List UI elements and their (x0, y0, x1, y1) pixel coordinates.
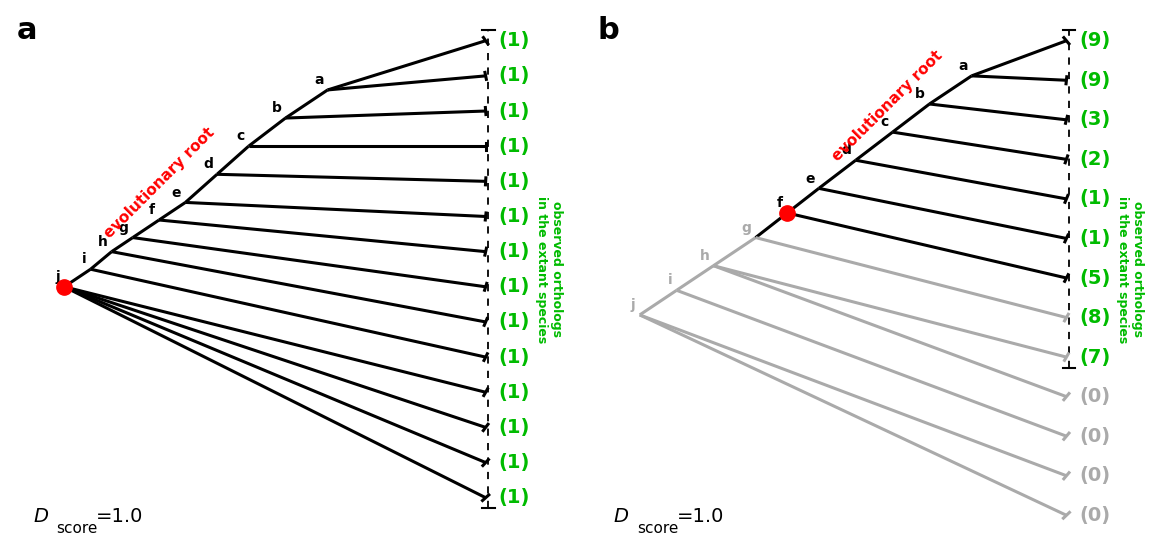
Text: (9): (9) (1079, 31, 1111, 50)
Text: (1): (1) (499, 312, 530, 331)
Text: evolutionary root: evolutionary root (101, 125, 218, 241)
Text: (1): (1) (499, 383, 530, 402)
Text: (1): (1) (1079, 229, 1111, 248)
Text: score: score (57, 521, 97, 536)
Text: (8): (8) (1079, 308, 1111, 327)
Text: (0): (0) (1079, 426, 1111, 446)
Text: i: i (82, 252, 87, 266)
Text: $D$: $D$ (32, 507, 49, 527)
Text: observed orthologs
in the extant species: observed orthologs in the extant species (1115, 196, 1143, 343)
Text: j: j (631, 298, 635, 312)
Text: b: b (272, 101, 281, 115)
Text: $D$: $D$ (613, 507, 629, 527)
Text: observed orthologs
in the extant species: observed orthologs in the extant species (535, 196, 562, 343)
Text: (1): (1) (499, 242, 530, 261)
Text: f: f (149, 203, 155, 217)
Text: j: j (56, 270, 60, 284)
Text: (1): (1) (499, 277, 530, 296)
Text: (1): (1) (499, 348, 530, 366)
Text: g: g (742, 221, 751, 235)
Text: d: d (202, 157, 213, 171)
Text: a: a (17, 16, 37, 45)
Text: (0): (0) (1079, 387, 1111, 406)
Text: b: b (915, 87, 926, 101)
Text: (3): (3) (1079, 110, 1111, 130)
Text: (1): (1) (499, 102, 530, 121)
Text: (5): (5) (1079, 269, 1111, 287)
Text: evolutionary root: evolutionary root (830, 48, 945, 164)
Text: (2): (2) (1079, 150, 1111, 169)
Text: (0): (0) (1079, 506, 1111, 525)
Text: c: c (880, 115, 889, 130)
Text: (7): (7) (1079, 348, 1111, 366)
Text: =1.0: =1.0 (677, 507, 724, 527)
Text: (1): (1) (499, 207, 530, 226)
Text: a: a (314, 73, 324, 87)
Text: =1.0: =1.0 (96, 507, 143, 527)
Text: (1): (1) (499, 453, 530, 472)
Text: (9): (9) (1079, 71, 1111, 90)
Text: c: c (236, 130, 244, 143)
Text: (1): (1) (1079, 190, 1111, 208)
Text: score: score (638, 521, 678, 536)
Text: i: i (668, 274, 672, 287)
Text: (1): (1) (499, 66, 530, 86)
Text: (0): (0) (1079, 466, 1111, 485)
Text: a: a (958, 59, 967, 73)
Text: (1): (1) (499, 418, 530, 437)
Text: (1): (1) (499, 31, 530, 50)
Text: b: b (598, 16, 619, 45)
Text: e: e (171, 186, 182, 200)
Text: (1): (1) (499, 488, 530, 507)
Text: (1): (1) (499, 172, 530, 191)
Text: g: g (119, 221, 128, 235)
Text: (1): (1) (499, 137, 530, 156)
Text: f: f (778, 196, 783, 210)
Text: d: d (841, 143, 852, 157)
Text: h: h (699, 249, 709, 263)
Text: e: e (805, 172, 815, 186)
Text: h: h (97, 235, 108, 249)
